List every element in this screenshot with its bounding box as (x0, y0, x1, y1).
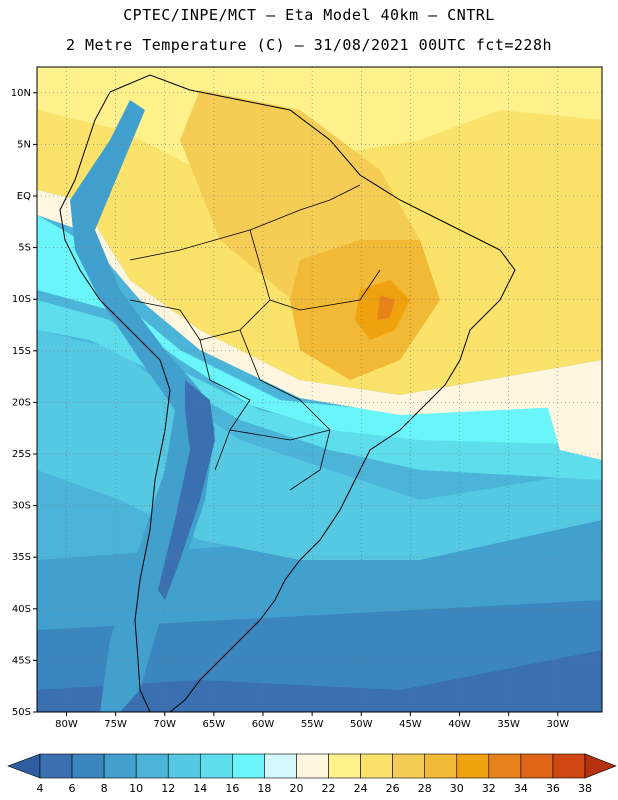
colorbar-label: 6 (68, 782, 76, 795)
lon-label: 80W (55, 719, 78, 730)
colorbar-label: 4 (36, 782, 44, 795)
latitude-ticks: 10N 5N EQ 5S 10S 15S 20S 25S 30S 35S 40S 45S 50S (11, 88, 37, 718)
colorbar-swatch (296, 753, 329, 779)
lat-label: 50S (12, 707, 31, 718)
colorbar-label: 18 (257, 782, 272, 795)
title-line-2: 2 Metre Temperature (C) – 31/08/2021 00U… (65, 36, 553, 54)
lat-label: 10N (11, 88, 31, 99)
colorbar-label: 16 (225, 782, 240, 795)
colorbar-label: 8 (100, 782, 108, 795)
band-warm-32 (377, 295, 395, 320)
colorbar-swatch (103, 753, 137, 779)
coastline (59, 74, 516, 712)
lon-label: 70W (153, 719, 176, 730)
colorbar-label: 24 (353, 782, 368, 795)
lon-label: 55W (301, 719, 324, 730)
lat-label: 25S (12, 449, 31, 460)
lat-label: 30S (12, 501, 31, 512)
colorbar-swatch (392, 753, 426, 779)
lat-label: 5S (18, 243, 31, 254)
lat-label: 20S (12, 397, 31, 408)
lon-label: 45W (399, 719, 422, 730)
colorbar-swatch (488, 753, 522, 779)
colorbar-label: 14 (193, 782, 208, 795)
lon-label: 75W (104, 719, 127, 730)
colorbar-label: 30 (449, 782, 464, 795)
colorbar-label: 10 (129, 782, 144, 795)
lon-label: 50W (350, 719, 373, 730)
map-field (37, 67, 602, 712)
colorbar-label: 36 (545, 782, 560, 795)
colorbar-label: 32 (481, 782, 496, 795)
colorbar-label: 38 (578, 782, 592, 795)
colorbar (7, 753, 617, 779)
lon-label: 40W (448, 719, 471, 730)
lon-label: 35W (497, 719, 520, 730)
colorbar-high-arrow (584, 753, 617, 779)
lat-label: 5N (17, 139, 31, 150)
colorbar-label: 22 (321, 782, 336, 795)
colorbar-swatch (264, 753, 297, 779)
colorbar-label: 20 (289, 782, 304, 795)
colorbar-swatch (39, 753, 73, 779)
colorbar-swatch (71, 753, 105, 779)
map-frame (36, 66, 603, 713)
borders (129, 184, 381, 491)
lat-label: 40S (12, 604, 31, 615)
title-line-1: CPTEC/INPE/MCT – Eta Model 40km – CNTRL (123, 6, 495, 24)
colorbar-swatch (520, 753, 554, 779)
colorbar-label: 26 (385, 782, 400, 795)
lon-label: 30W (546, 719, 569, 730)
colorbar-swatch (232, 753, 265, 779)
lat-label: 45S (12, 655, 31, 666)
colorbar-swatch (456, 753, 490, 779)
andes-coldest (158, 380, 215, 600)
band-warm-22 (37, 67, 602, 170)
colorbar-swatch (167, 753, 201, 779)
colorbar-label: 28 (417, 782, 432, 795)
colorbar-label: 34 (513, 782, 528, 795)
colorbar-label: 12 (161, 782, 176, 795)
lon-label: 60W (252, 719, 275, 730)
colorbar-swatch (552, 753, 586, 779)
lat-label: 35S (12, 552, 31, 563)
lat-label: EQ (17, 191, 31, 202)
colorbar-swatch (360, 753, 393, 779)
lat-label: 15S (12, 346, 31, 357)
colorbar-swatch (328, 753, 361, 779)
band-cyan-14 (37, 300, 602, 480)
lon-label: 65W (203, 719, 226, 730)
patch-east (540, 360, 602, 460)
colorbar-low-arrow (7, 753, 41, 779)
colorbar-swatch (199, 753, 233, 779)
colorbar-swatch (424, 753, 458, 779)
lat-label: 10S (12, 294, 31, 305)
colorbar-swatch (135, 753, 169, 779)
band-south-6 (37, 650, 602, 712)
longitude-ticks: 80W 75W 70W 65W 60W 55W 50W 45W 40W 35W 30W (55, 712, 569, 730)
